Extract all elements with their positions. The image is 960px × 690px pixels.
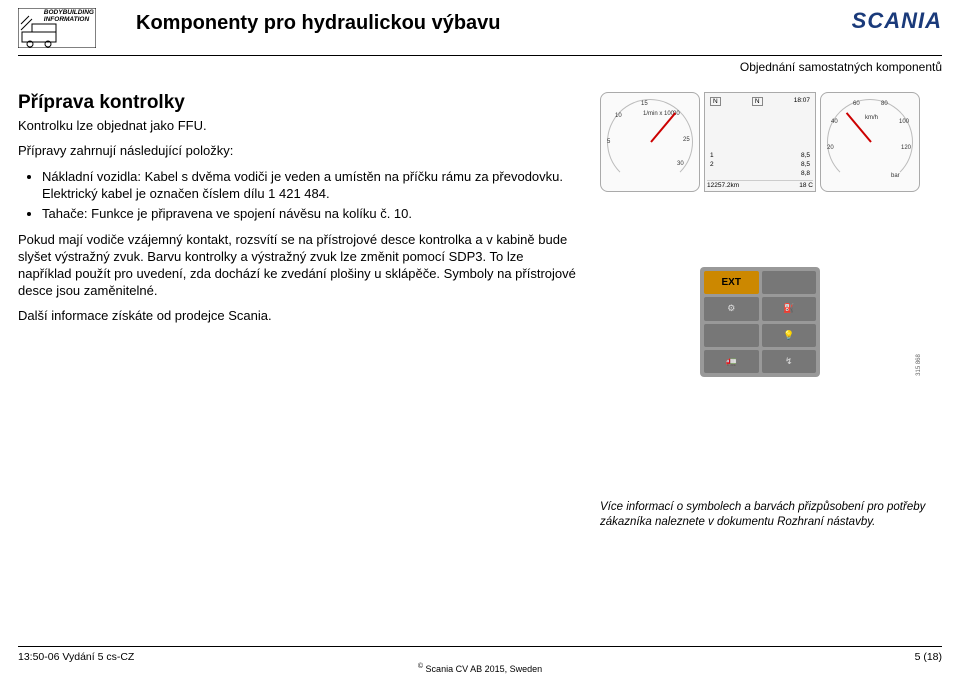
speed-tick-80: 80 <box>881 101 888 107</box>
tach-tick-10: 10 <box>615 113 622 119</box>
info-display: N N 18:07 1 8,5 2 8,5 8,8 12257.2km 18 C <box>704 92 816 192</box>
speed-tick-100: 100 <box>899 119 909 125</box>
disp-r2a: 2 <box>710 161 714 168</box>
header-subtitle: Objednání samostatných komponentů <box>740 60 942 74</box>
hook-icon: ↯ <box>762 350 817 373</box>
figure-id: 315 868 <box>916 354 922 376</box>
page-footer: 13:50-06 Vydání 5 cs-CZ © Scania CV AB 2… <box>18 646 942 676</box>
speed-unit: km/h <box>865 115 878 121</box>
scania-logo: SCANIA <box>852 8 942 34</box>
disp-r2b: 8,5 <box>801 161 810 168</box>
bullet-2: Tahače: Funkce je připravena ve spojení … <box>42 205 578 223</box>
footer-copyright-text: Scania CV AB 2015, Sweden <box>426 664 543 674</box>
bodybuilding-info-badge: BODYBUILDING INFORMATION <box>18 8 96 48</box>
disp-r1a: 1 <box>710 152 714 159</box>
body-text: Pokud mají vodiče vzájemný kontakt, rozs… <box>18 232 578 300</box>
disp-r1b: 8,5 <box>801 152 810 159</box>
footer-page: 5 (18) <box>915 651 942 663</box>
clock: 18:07 <box>794 97 810 106</box>
section-title: Příprava kontrolky <box>18 92 578 114</box>
tach-tick-5: 5 <box>607 139 610 145</box>
intro-text: Kontrolku lze objednat jako FFU. <box>18 118 578 135</box>
bullet-1: Nákladní vozidla: Kabel s dvěma vodiči j… <box>42 168 578 203</box>
speed-tick-20: 20 <box>827 145 834 151</box>
gear-n1: N <box>710 97 721 106</box>
tach-unit: 1/min x 100 <box>643 111 674 117</box>
tachometer-gauge: 1/min x 100 5 10 15 20 25 30 <box>600 92 700 192</box>
document-note: Více informací o symbolech a barvách při… <box>600 500 930 530</box>
ext-indicator: EXT <box>704 271 759 294</box>
main-text-column: Příprava kontrolky Kontrolku lze objedna… <box>18 92 578 333</box>
closing-text: Další informace získáte od prodejce Scan… <box>18 308 578 325</box>
tow-truck-icon: 🚛 <box>704 350 759 373</box>
page-title: Komponenty pro hydraulickou výbavu <box>136 12 501 35</box>
speed-tick-120: 120 <box>901 145 911 151</box>
disp-r3b: 8,8 <box>801 170 810 177</box>
footer-edition: 13:50-06 Vydání 5 cs-CZ <box>18 651 134 663</box>
lead-text: Přípravy zahrnují následující položky: <box>18 143 578 160</box>
footer-copyright: © Scania CV AB 2015, Sweden <box>418 663 542 674</box>
speed-tick-60: 60 <box>853 101 860 107</box>
bullet-list: Nákladní vozidla: Kabel s dvěma vodiči j… <box>30 168 578 223</box>
badge-line-2: INFORMATION <box>44 17 94 24</box>
gear-n2: N <box>752 97 763 106</box>
odometer: 12257.2km <box>707 182 739 189</box>
tach-tick-30: 30 <box>677 161 684 167</box>
page-header: BODYBUILDING INFORMATION Komponenty pro … <box>18 8 942 56</box>
tach-tick-25: 25 <box>683 137 690 143</box>
indicator-blank-1 <box>762 271 817 294</box>
indicator-panel: EXT ⚙ ⛽ 💡 🚛 ↯ <box>700 267 820 377</box>
dashboard-illustration: 1/min x 100 5 10 15 20 25 30 N N 18:07 1… <box>600 92 920 372</box>
speed-tick-40: 40 <box>831 119 838 125</box>
fuel-icon: ⛽ <box>762 297 817 320</box>
lamp-icon: 💡 <box>762 324 817 347</box>
engine-icon: ⚙ <box>704 297 759 320</box>
speedometer-gauge: km/h 20 40 60 80 100 120 bar <box>820 92 920 192</box>
indicator-blank-2 <box>704 324 759 347</box>
temperature: 18 C <box>799 182 813 189</box>
speed-sub-bar: bar <box>891 173 900 179</box>
tach-tick-15: 15 <box>641 101 648 107</box>
